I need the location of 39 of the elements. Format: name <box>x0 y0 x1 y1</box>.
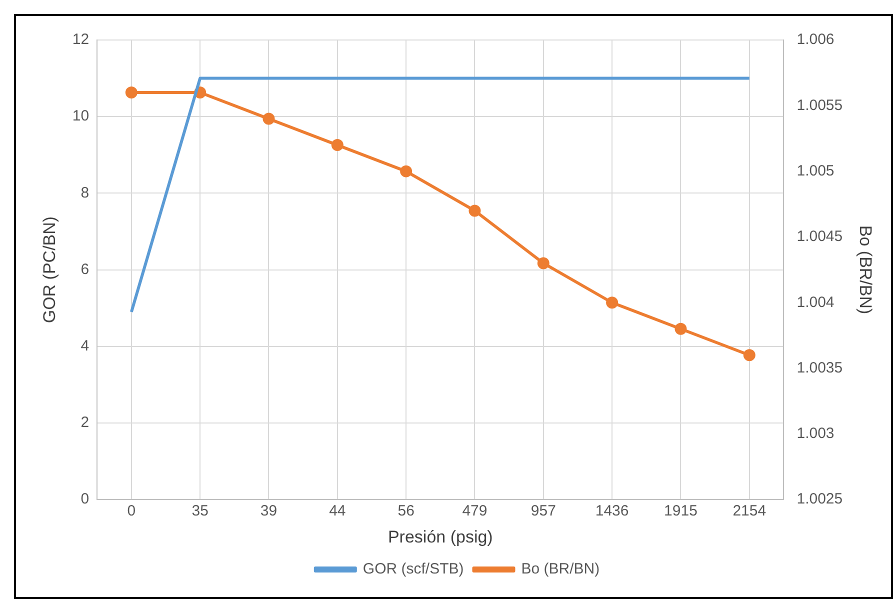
x-tick-label: 2154 <box>732 502 766 520</box>
x-tick-label: 56 <box>398 502 414 520</box>
y2-tick-label: 1.003 <box>796 425 834 442</box>
point <box>606 296 618 309</box>
y2-tick-label: 1.004 <box>796 294 834 311</box>
point <box>537 257 550 270</box>
point <box>468 204 481 217</box>
y-tick-label: 10 <box>72 108 90 125</box>
legend-label: GOR (scf/STB) <box>362 560 464 578</box>
legend-label: Bo (BR/BN) <box>521 560 600 578</box>
y2-tick-label: 1.0055 <box>796 96 843 114</box>
y-tick-label: 0 <box>80 490 90 508</box>
x-tick-label: 44 <box>329 502 346 520</box>
x-tick-label: 957 <box>530 502 556 520</box>
y2-tick-label: 1.0025 <box>796 490 843 508</box>
y2-tick-label: 1.0035 <box>796 359 843 376</box>
point <box>674 322 687 335</box>
point <box>262 112 275 125</box>
y2-tick-label: 1.0045 <box>796 228 843 246</box>
x-tick-label: 39 <box>260 502 278 520</box>
y-tick-label: 8 <box>80 184 90 202</box>
point <box>400 165 412 178</box>
y-tick-label: 6 <box>80 260 90 278</box>
x-tick-label: 35 <box>192 502 208 520</box>
x-tick-label: 1915 <box>664 502 698 520</box>
y-axis-title: GOR (PC/BN) <box>40 216 59 324</box>
x-tick-label: 0 <box>127 502 136 520</box>
x-tick-label: 1436 <box>595 502 629 520</box>
y-tick-label: 2 <box>80 414 90 432</box>
y-tick-label: 4 <box>80 338 90 355</box>
x-tick-label: 479 <box>462 502 488 520</box>
y2-axis-title: Bo (BR/BN) <box>856 225 876 314</box>
point <box>125 86 138 99</box>
x-axis-title: Presión (psig) <box>388 527 493 546</box>
y2-tick-label: 1.006 <box>796 31 834 48</box>
point <box>331 139 344 152</box>
y2-tick-label: 1.005 <box>796 162 834 180</box>
point <box>743 349 756 362</box>
y-tick-label: 12 <box>72 31 90 48</box>
